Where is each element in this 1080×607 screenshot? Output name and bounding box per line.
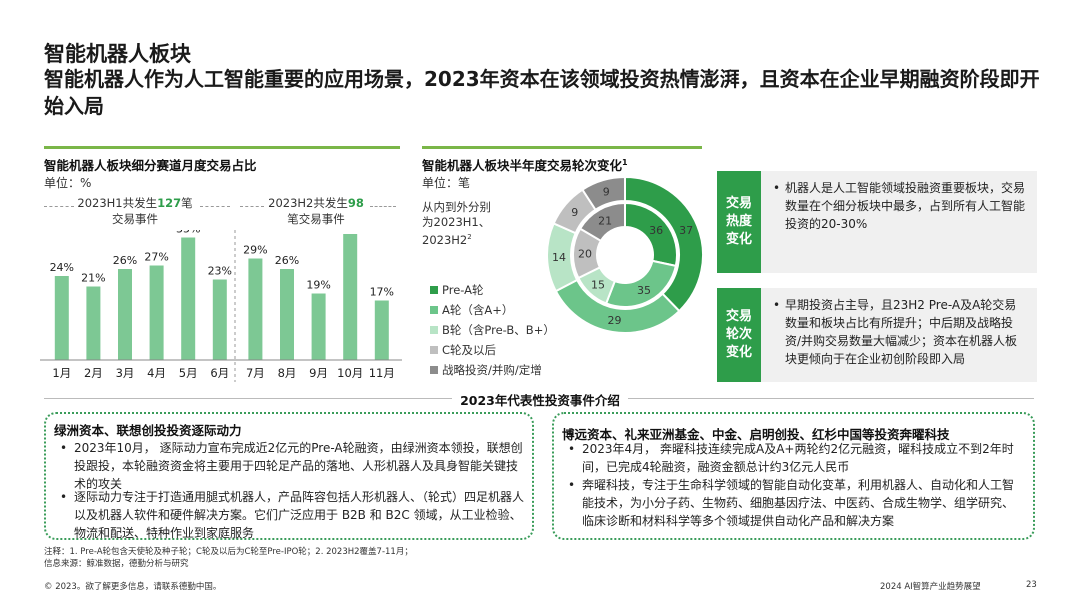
bar-5	[181, 237, 196, 360]
box1-text: 机器人是人工智能领域投融资重要板块，交易数量在个细分板块中最多，占到所有人工智能…	[761, 171, 1037, 273]
bar-category-label: 1月	[52, 366, 71, 380]
bar-category-label: 4月	[147, 366, 166, 380]
h1-ring-slice-label: 36	[649, 224, 663, 237]
event-right-bullet-1: 2023年4月， 奔曜科技连续完成A及A+两轮约2亿元融资，曜科技成立不到2年时…	[568, 440, 1024, 476]
round-donut-chart: 37 29 14 9 9 36 35 15 20 21	[546, 175, 704, 334]
event-box-right: 博远资本、礼来亚洲基金、中金、启明创投、红杉中国等投资奔曜科技 2023年4月，…	[552, 412, 1035, 540]
event-box-left: 绿洲资本、联想创投投资逐际动力 2023年10月， 逐际动力宣布完成近2亿元的P…	[44, 412, 534, 540]
h2-ring-slice-label: 37	[679, 224, 693, 237]
legend-swatch	[430, 326, 438, 334]
h2-ring-slice-label: 14	[552, 251, 566, 264]
h1-ring-slice-label: 35	[637, 284, 651, 297]
legend-label: A轮（含A+）	[442, 303, 514, 317]
ring-order-note: 从内到外分别 为2023H1、 2023H22	[422, 200, 491, 247]
bar-data-label: 27%	[144, 251, 168, 264]
legend-swatch	[430, 286, 438, 294]
event-left-title: 绿洲资本、联想创投投资逐际动力	[54, 423, 242, 438]
h2-ring-slice-label: 9	[603, 186, 610, 199]
h2-ring-slice-label: 9	[571, 206, 578, 219]
bar-category-label: 7月	[246, 366, 265, 380]
h2-note-dash-right	[370, 206, 396, 207]
bar-category-label: 2月	[84, 366, 103, 380]
page-title: 智能机器人板块	[44, 42, 191, 66]
bar-data-label: 19%	[306, 279, 330, 292]
bar-category-label: 5月	[179, 366, 198, 380]
bar-8	[280, 269, 294, 360]
box2-tag: 交易轮次变化	[717, 288, 761, 382]
bar-10	[343, 234, 358, 360]
bar-category-label: 6月	[210, 366, 229, 380]
monthly-share-bar-chart: 24% 1月 21% 2月 26% 3月 27% 4月 35% 5月 23% 6月 29% 7月 26% 8月…	[40, 230, 402, 382]
h1-ring-slice-5	[578, 201, 626, 243]
h1-note: 2023H1共发生127笔 交易事件	[77, 196, 193, 226]
h1-ring-slice-label: 20	[578, 248, 592, 261]
bar-3	[118, 269, 132, 360]
page-subtitle: 智能机器人作为人工智能重要的应用场景，2023年资本在该领域投资热情澎湃，且资本…	[44, 67, 1040, 118]
middle-chart-title: 智能机器人板块半年度交易轮次变化1	[422, 157, 628, 173]
bar-1	[54, 276, 69, 360]
legend-label: C轮及以后	[442, 343, 497, 357]
event-left-bullet-2: 逐际动力专注于打造通用腿式机器人，产品阵容包括人形机器人、（轮式）四足机器人以及…	[60, 488, 526, 542]
h1-note-dash-right	[200, 206, 230, 207]
legend-item: A轮（含A+）	[430, 300, 590, 320]
page-number: 23	[1026, 580, 1037, 590]
middle-section-divider	[422, 146, 702, 149]
bar-data-label: 24%	[50, 261, 74, 274]
h2-ring-slice-5	[581, 175, 626, 212]
legend-item: Pre-A轮	[430, 280, 590, 300]
bar-data-label: 17%	[370, 286, 394, 299]
event-right-bullet-2: 奔曜科技，专注于生命科学领域的智能自动化变革，利用机器人、自动化和人工智能技术，…	[568, 476, 1024, 530]
h1-ring-slice-label: 15	[591, 278, 605, 291]
bar-data-label: 29%	[243, 244, 267, 257]
legend-item: C轮及以后	[430, 340, 590, 360]
legend-swatch	[430, 366, 438, 374]
bar-data-label: 36%	[338, 230, 362, 232]
h1-note-dash-left	[44, 206, 74, 207]
bar-data-label: 21%	[81, 272, 105, 285]
bar-category-label: 8月	[278, 366, 297, 380]
bar-category-label: 9月	[309, 366, 328, 380]
bar-data-label: 26%	[113, 254, 137, 267]
footnote: 注释：1. Pre-A轮包含天使轮及种子轮；C轮及以后为C轮至Pre-IPO轮；…	[44, 547, 413, 569]
h2-ring-slice-label: 29	[607, 314, 621, 327]
h2-note: 2023H2共发生98 笔交易事件	[268, 196, 364, 226]
bar-7	[248, 258, 263, 360]
box2-text: 早期投资占主导，且23H2 Pre-A及A轮交易数量和板块占比有所提升；中后期及…	[761, 288, 1037, 382]
h2-note-dash-left	[240, 206, 264, 207]
bar-category-label: 3月	[116, 366, 135, 380]
bar-11	[374, 300, 389, 360]
left-chart-title: 智能机器人板块细分赛道月度交易占比	[44, 158, 257, 173]
left-section-divider	[44, 146, 400, 149]
left-chart-unit: 单位：%	[44, 176, 92, 190]
legend-item: 战略投资/并购/定增	[430, 360, 590, 380]
event-right-title: 博远资本、礼来亚洲基金、中金、启明创投、红杉中国等投资奔曜科技	[562, 427, 950, 442]
event-left-bullet-1: 2023年10月， 逐际动力宣布完成近2亿元的Pre-A轮融资，由绿洲资本领投，…	[60, 439, 526, 493]
middle-chart-unit: 单位：笔	[422, 176, 471, 190]
legend-label: Pre-A轮	[442, 283, 484, 297]
bar-4	[149, 265, 164, 360]
legend-label: 战略投资/并购/定增	[442, 363, 542, 377]
bar-2	[86, 286, 101, 360]
report-name: 2024 AI智算产业趋势展望	[880, 582, 981, 592]
legend-item: B轮（含Pre-B、B+）	[430, 320, 590, 340]
legend-swatch	[430, 346, 438, 354]
box1-tag: 交易热度变化	[717, 171, 761, 273]
legend-swatch	[430, 306, 438, 314]
bar-data-label: 35%	[176, 230, 200, 236]
events-title: 2023年代表性投资事件介绍	[0, 390, 1080, 409]
h2-ring-slice-1	[624, 175, 704, 313]
bar-data-label: 26%	[275, 254, 299, 267]
bar-category-label: 10月	[337, 366, 363, 380]
legend-label: B轮（含Pre-B、B+）	[442, 323, 555, 337]
bar-data-label: 23%	[208, 265, 232, 278]
bar-9	[311, 293, 326, 360]
h1-ring-slice-label: 21	[598, 214, 612, 227]
bar-6	[212, 279, 227, 360]
bar-category-label: 11月	[369, 366, 395, 380]
donut-legend: Pre-A轮 A轮（含A+） B轮（含Pre-B、B+） C轮及以后战略投资/并购/定…	[430, 280, 590, 380]
copyright: © 2023。欲了解更多信息，请联系德勤中国。	[44, 582, 222, 592]
